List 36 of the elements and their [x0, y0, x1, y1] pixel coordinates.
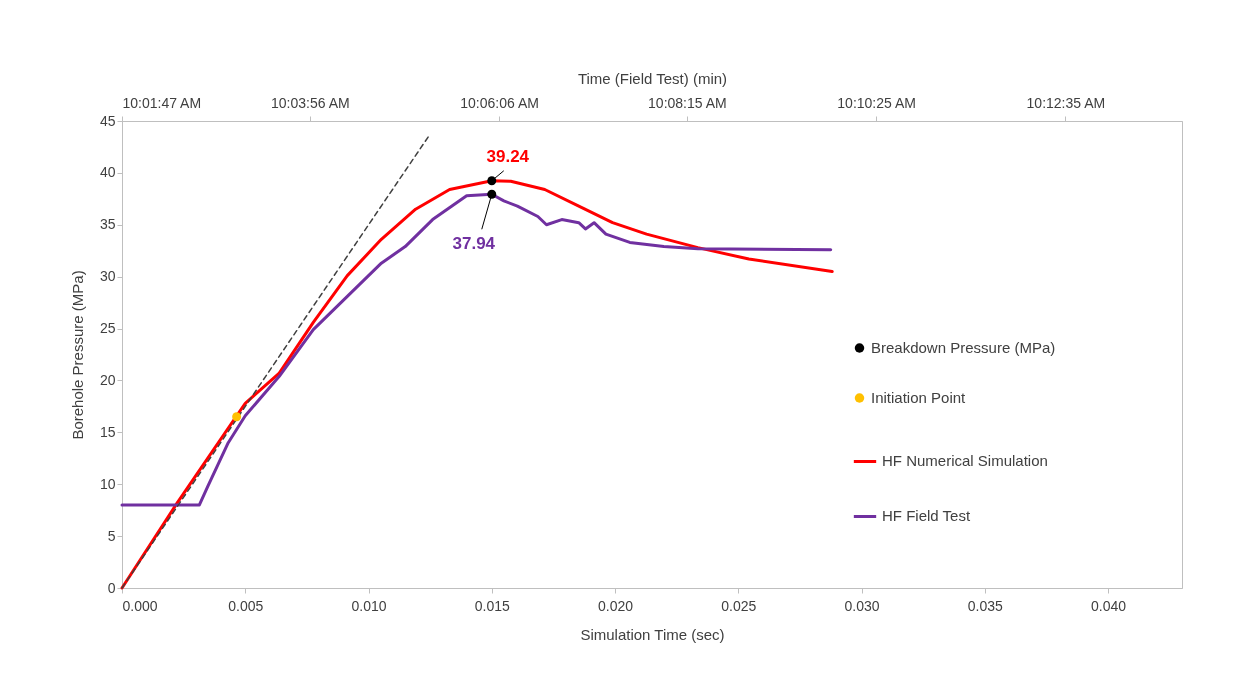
x-tick-label: 0.020 — [598, 597, 634, 614]
y-tick-label: 30 — [99, 268, 116, 285]
x-tick-label: 0.025 — [721, 597, 757, 614]
y-tick-label: 40 — [99, 164, 116, 181]
x-tick-label: 0.030 — [844, 597, 880, 614]
x2-tick-label: 10:10:25 AM — [837, 94, 916, 111]
x-tick-label: 0.005 — [228, 597, 264, 614]
x-tick-label: 0.000 — [122, 597, 158, 614]
y-tick-label: 10 — [99, 475, 116, 492]
x2-tick-label: 10:01:47 AM — [122, 94, 202, 111]
y-axis-title: Borehole Pressure (MPa) — [68, 270, 86, 440]
x-tick-label: 0.040 — [1091, 597, 1127, 614]
x-axis-title: Simulation Time (sec) — [580, 625, 725, 643]
x-tick-label: 0.010 — [351, 597, 387, 614]
legend-label: HF Field Test — [882, 507, 971, 525]
annotation: 37.94 — [452, 234, 496, 254]
y-tick-label: 5 — [107, 527, 116, 544]
x2-axis-title: Time (Field Test) (min) — [577, 69, 728, 87]
x-tick-label: 0.035 — [967, 597, 1004, 614]
point — [487, 176, 497, 186]
y-tick-label: 35 — [99, 216, 116, 233]
y-tick-label: 15 — [99, 423, 116, 440]
point — [232, 412, 242, 422]
x-tick-label: 0.015 — [474, 597, 510, 614]
x2-tick-label: 10:12:35 AM — [1026, 94, 1106, 111]
y-tick-label: 20 — [99, 371, 116, 388]
annotation: 39.24 — [486, 146, 530, 166]
x2-tick-label: 10:08:15 AM — [648, 94, 727, 111]
y-tick-label: 45 — [99, 112, 116, 129]
y-tick-label: 0 — [107, 579, 116, 596]
x2-tick-label: 10:03:56 AM — [271, 94, 350, 111]
x2-tick-label: 10:06:06 AM — [460, 94, 539, 111]
legend-label: HF Numerical Simulation — [882, 452, 1048, 470]
legend-label: Breakdown Pressure (MPa) — [871, 338, 1056, 356]
y-tick-label: 25 — [99, 320, 116, 337]
legend-label: Initiation Point — [871, 388, 967, 406]
